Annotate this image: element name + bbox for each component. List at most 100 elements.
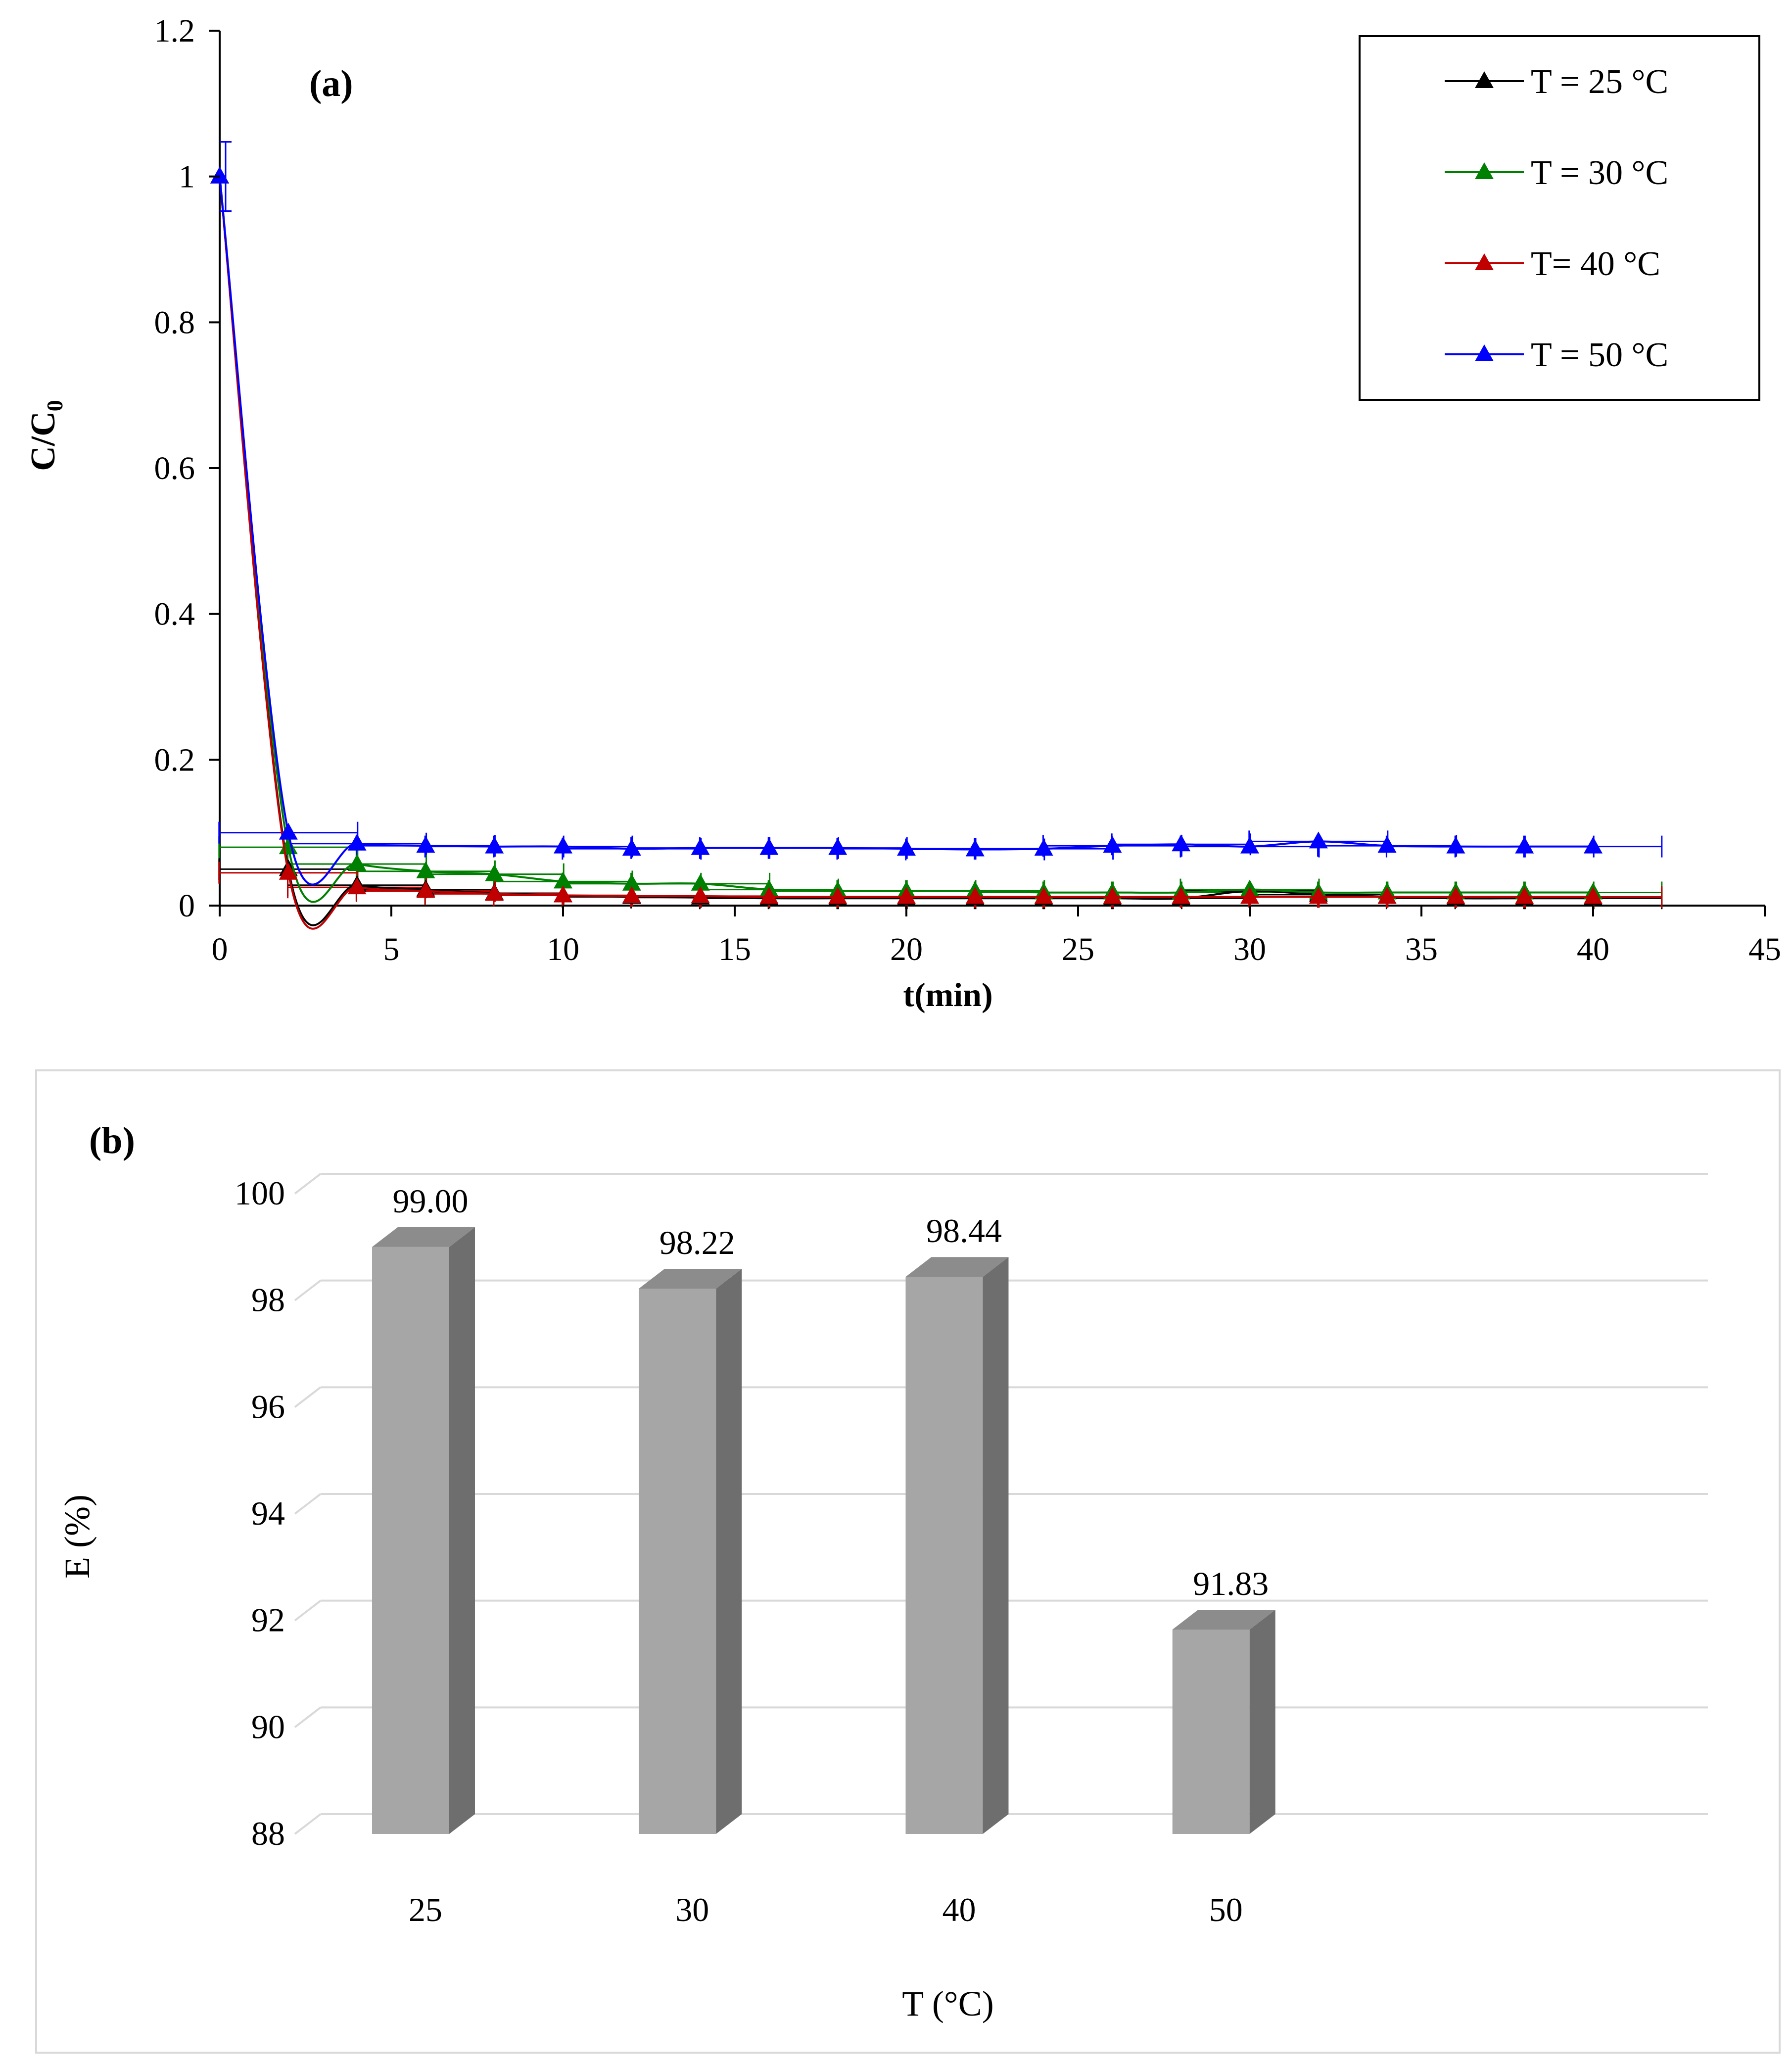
data-point bbox=[1103, 836, 1122, 853]
svg-text:C/C0: C/C0 bbox=[24, 400, 67, 471]
chart-b-y-ticks: 88 90 92 94 96 98 100 bbox=[235, 1174, 285, 1852]
bar-front bbox=[1172, 1629, 1250, 1834]
chart-b-x-ticks: 25 30 40 50 bbox=[409, 1891, 1243, 1928]
chart-a-x-axis-label: t(min) bbox=[903, 976, 992, 1013]
chart-b-bars: 99.00 98.22 98.44 91.83 bbox=[372, 1182, 1275, 1834]
data-point bbox=[897, 887, 916, 904]
data-point bbox=[1309, 887, 1328, 904]
series-curve bbox=[219, 176, 1593, 903]
chart-a-legend: T = 25 °C T = 30 °C T= 40 °C T = 50 °C bbox=[1359, 35, 1760, 401]
data-point bbox=[622, 886, 641, 903]
data-point bbox=[691, 873, 710, 891]
data-point bbox=[347, 833, 367, 851]
data-point bbox=[485, 836, 504, 854]
x-tick-label: 0 bbox=[212, 931, 228, 967]
chart-a-x-ticks: 0 5 10 15 20 25 30 35 40 45 bbox=[212, 906, 1781, 967]
chart-b-x-axis-label: T (°C) bbox=[902, 1984, 993, 2023]
data-point bbox=[759, 838, 779, 855]
data-point bbox=[828, 838, 848, 855]
legend-marker bbox=[1475, 162, 1494, 179]
data-point bbox=[485, 884, 504, 901]
data-point bbox=[1103, 887, 1122, 904]
legend-item: T= 40 °C bbox=[1445, 245, 1660, 283]
x-tick-label: 30 bbox=[675, 1891, 709, 1928]
bar-side bbox=[716, 1268, 742, 1834]
gridline-diagonal bbox=[294, 1280, 322, 1301]
chart-a: 0 5 10 15 20 25 30 35 40 45 0 0.2 0.4 0.6 0.8 1 1.2 (a)… bbox=[24, 13, 1781, 1013]
panel-a-label: (a) bbox=[309, 63, 353, 104]
chart-b: (b) 88 90 92 94 96 98 100 99.00 98.22 98.44 91.83… bbox=[35, 1069, 1781, 2054]
bar-value-label: 98.22 bbox=[660, 1224, 735, 1261]
legend-item: T = 25 °C bbox=[1445, 63, 1668, 101]
data-point bbox=[828, 887, 848, 904]
legend-marker bbox=[1475, 253, 1494, 270]
series-line bbox=[210, 166, 1603, 886]
data-point bbox=[279, 863, 298, 880]
panel-b-label: (b) bbox=[89, 1120, 135, 1161]
data-point bbox=[485, 864, 504, 881]
data-point bbox=[1515, 887, 1534, 904]
legend-box bbox=[1359, 35, 1760, 401]
gridline-diagonal bbox=[294, 1173, 322, 1195]
legend-item: T = 50 °C bbox=[1445, 336, 1668, 374]
legend-label: T= 40 °C bbox=[1531, 245, 1660, 283]
data-point bbox=[554, 871, 572, 889]
data-point bbox=[1034, 887, 1053, 904]
x-tick-label: 25 bbox=[409, 1891, 442, 1928]
gridline-diagonal bbox=[294, 1813, 322, 1835]
data-point bbox=[1446, 887, 1465, 904]
x-tick-label: 15 bbox=[718, 931, 751, 967]
y-label-main: C/C bbox=[24, 411, 62, 471]
data-point bbox=[691, 886, 710, 903]
legend-label: T = 50 °C bbox=[1531, 336, 1668, 374]
data-point bbox=[347, 877, 367, 895]
bar-value-label: 99.00 bbox=[393, 1182, 469, 1220]
data-point bbox=[1584, 836, 1603, 854]
bar: 99.00 bbox=[372, 1182, 475, 1834]
data-point bbox=[1515, 836, 1534, 854]
gridline-diagonal bbox=[294, 1706, 322, 1728]
data-point bbox=[1309, 831, 1328, 849]
x-tick-label: 5 bbox=[383, 931, 400, 967]
y-tick-label: 90 bbox=[251, 1708, 285, 1745]
data-point bbox=[210, 166, 229, 184]
data-point bbox=[279, 837, 298, 855]
data-point bbox=[1240, 836, 1259, 854]
data-point bbox=[897, 839, 916, 856]
data-point bbox=[965, 887, 985, 904]
data-point bbox=[691, 838, 710, 855]
chart-a-y-axis-label: C/C0 bbox=[24, 400, 67, 471]
x-tick-label: 40 bbox=[1577, 931, 1609, 967]
y-tick-label: 1 bbox=[179, 159, 195, 195]
chart-b-gridlines bbox=[294, 1173, 1708, 1835]
series-curve bbox=[219, 176, 1593, 926]
bar-value-label: 98.44 bbox=[926, 1212, 1002, 1250]
x-tick-label: 25 bbox=[1062, 931, 1094, 967]
bar-value-label: 91.83 bbox=[1193, 1565, 1269, 1602]
data-point bbox=[1172, 834, 1191, 852]
data-point bbox=[1172, 887, 1191, 904]
data-point bbox=[965, 839, 985, 857]
chart-b-y-axis-label: E (%) bbox=[57, 1494, 97, 1579]
data-point bbox=[1240, 887, 1259, 904]
data-point bbox=[416, 881, 435, 898]
y-tick-label: 0.2 bbox=[154, 742, 195, 778]
bar: 91.83 bbox=[1172, 1565, 1275, 1834]
x-tick-label: 50 bbox=[1209, 1891, 1243, 1928]
x-tick-label: 30 bbox=[1233, 931, 1266, 967]
bar-front bbox=[372, 1247, 449, 1834]
data-point bbox=[1377, 887, 1397, 904]
chart-a-y-ticks: 0 0.2 0.4 0.6 0.8 1 1.2 bbox=[154, 13, 220, 924]
data-point bbox=[416, 861, 435, 878]
y-tick-label: 98 bbox=[251, 1281, 285, 1319]
data-point bbox=[1377, 836, 1397, 853]
y-tick-label: 94 bbox=[251, 1494, 285, 1532]
bar: 98.22 bbox=[639, 1224, 742, 1834]
bar-front bbox=[639, 1288, 716, 1834]
bar-side bbox=[1249, 1609, 1275, 1834]
bar-front bbox=[905, 1277, 983, 1834]
bar: 98.44 bbox=[905, 1212, 1009, 1834]
series-curve bbox=[219, 176, 1593, 930]
bar-top bbox=[372, 1227, 475, 1247]
